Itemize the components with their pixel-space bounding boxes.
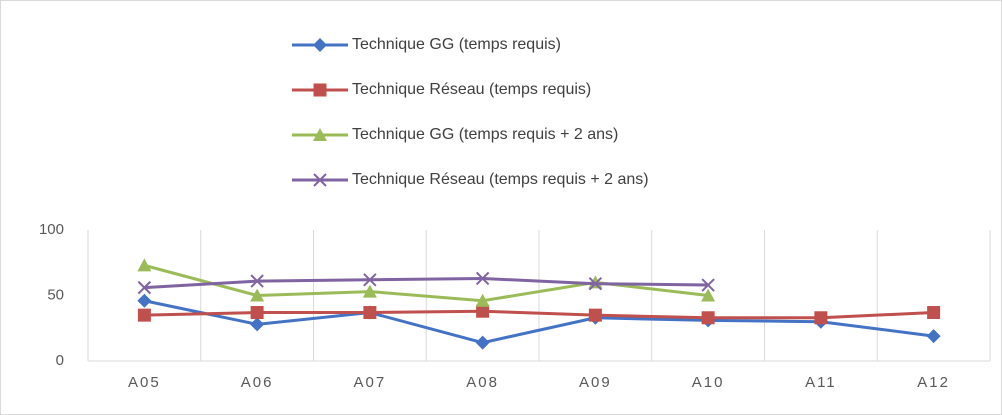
marker	[476, 304, 490, 318]
legend-label: Technique Réseau (temps requis + 2 ans)	[352, 171, 649, 188]
marker	[927, 306, 941, 320]
marker	[313, 38, 327, 52]
marker	[475, 293, 490, 307]
marker	[363, 306, 377, 320]
series-line	[144, 309, 934, 320]
marker	[588, 277, 603, 291]
marker	[701, 278, 715, 292]
marker	[588, 308, 602, 322]
x-tick-label: A08	[466, 374, 499, 391]
y-tick-label: 50	[47, 286, 64, 303]
marker	[926, 329, 941, 344]
x-tick-label: A09	[579, 374, 612, 391]
series-line	[144, 276, 709, 290]
marker	[250, 306, 264, 320]
marker	[313, 128, 327, 141]
x-tick-label: A11	[805, 374, 837, 391]
marker	[475, 335, 490, 350]
marker	[137, 293, 152, 308]
marker	[701, 311, 715, 325]
marker	[701, 288, 716, 302]
marker	[362, 284, 377, 298]
marker	[363, 273, 377, 287]
marker	[475, 271, 490, 286]
marker	[137, 280, 152, 295]
x-tick-label: A05	[128, 374, 161, 391]
marker	[137, 308, 151, 322]
marker	[313, 83, 327, 97]
legend-label: Technique GG (temps requis)	[352, 36, 561, 53]
series-line	[144, 299, 934, 345]
marker	[250, 274, 264, 288]
marker	[250, 288, 265, 302]
x-tick-label: A10	[692, 374, 725, 391]
y-tick-label: 100	[39, 221, 64, 238]
legend-label: Technique GG (temps requis + 2 ans)	[352, 126, 618, 143]
marker	[313, 173, 327, 187]
x-tick-label: A07	[354, 374, 387, 391]
marker	[814, 311, 828, 325]
y-tick-label: 0	[56, 352, 64, 369]
marker	[137, 258, 152, 272]
x-tick-label: A12	[917, 374, 950, 391]
x-tick-label: A06	[241, 374, 274, 391]
legend-label: Technique Réseau (temps requis)	[352, 81, 591, 98]
marker	[250, 317, 265, 332]
